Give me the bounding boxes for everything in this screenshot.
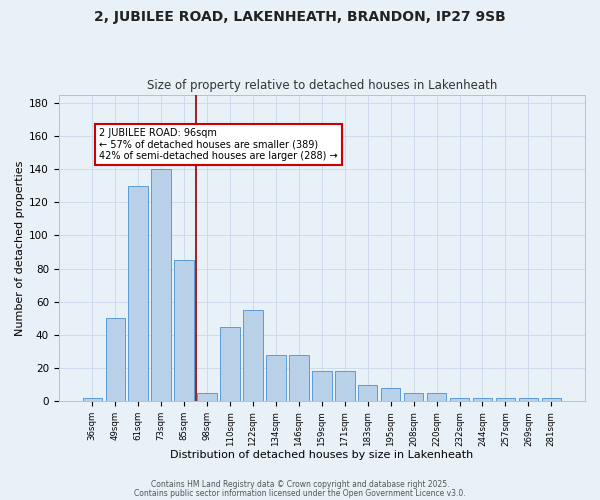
X-axis label: Distribution of detached houses by size in Lakenheath: Distribution of detached houses by size … — [170, 450, 473, 460]
Bar — [175, 260, 194, 401]
Bar — [128, 186, 148, 401]
Bar — [473, 398, 492, 401]
Bar — [220, 326, 240, 401]
Bar — [106, 318, 125, 401]
Bar — [243, 310, 263, 401]
Bar — [335, 372, 355, 401]
Bar — [358, 384, 377, 401]
Bar — [518, 398, 538, 401]
Text: Contains HM Land Registry data © Crown copyright and database right 2025.: Contains HM Land Registry data © Crown c… — [151, 480, 449, 489]
Bar — [266, 355, 286, 401]
Bar — [151, 169, 171, 401]
Bar — [197, 393, 217, 401]
Title: Size of property relative to detached houses in Lakenheath: Size of property relative to detached ho… — [146, 79, 497, 92]
Bar — [496, 398, 515, 401]
Bar — [381, 388, 400, 401]
Y-axis label: Number of detached properties: Number of detached properties — [15, 160, 25, 336]
Bar — [542, 398, 561, 401]
Bar — [312, 372, 332, 401]
Text: Contains public sector information licensed under the Open Government Licence v3: Contains public sector information licen… — [134, 488, 466, 498]
Bar — [289, 355, 308, 401]
Bar — [427, 393, 446, 401]
Text: 2 JUBILEE ROAD: 96sqm
← 57% of detached houses are smaller (389)
42% of semi-det: 2 JUBILEE ROAD: 96sqm ← 57% of detached … — [99, 128, 338, 161]
Bar — [83, 398, 102, 401]
Bar — [404, 393, 424, 401]
Text: 2, JUBILEE ROAD, LAKENHEATH, BRANDON, IP27 9SB: 2, JUBILEE ROAD, LAKENHEATH, BRANDON, IP… — [94, 10, 506, 24]
Bar — [450, 398, 469, 401]
